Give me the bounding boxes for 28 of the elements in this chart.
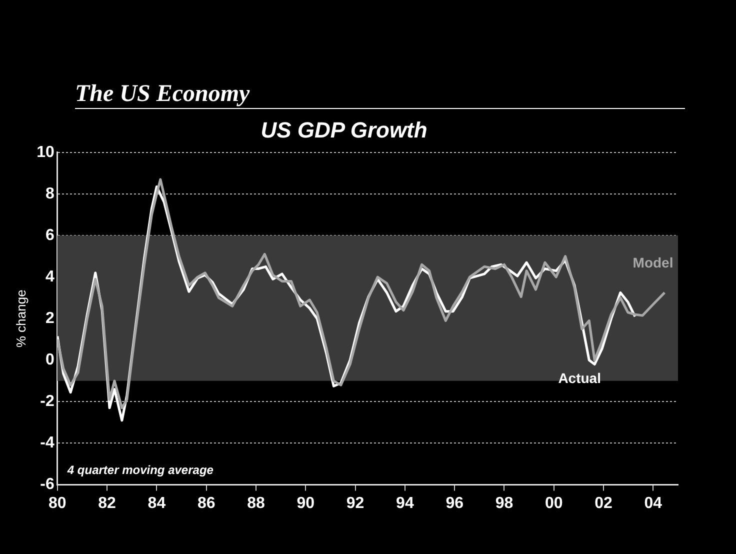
series-label: Model <box>632 254 674 270</box>
y-tick-label: -6 <box>40 476 54 494</box>
x-tick-label: 02 <box>594 494 613 512</box>
x-tick-label: 00 <box>544 494 563 512</box>
x-tick-label: 88 <box>247 494 265 512</box>
x-tick-label: 84 <box>148 494 166 512</box>
x-tick-label: 92 <box>346 494 364 512</box>
y-tick-label: 6 <box>45 226 54 244</box>
series-label: Actual <box>558 370 601 386</box>
chart-title: US GDP Growth <box>260 117 428 142</box>
x-tick-label: 04 <box>644 494 662 512</box>
chart-subtitle: The US Economy <box>75 81 250 107</box>
annotation: 4 quarter moving average <box>66 463 214 478</box>
x-tick-label: 80 <box>48 494 66 512</box>
y-tick-label: -2 <box>40 393 54 410</box>
x-tick-label: 98 <box>495 494 514 512</box>
y-tick-label: -4 <box>40 434 54 452</box>
x-tick-label: 86 <box>197 494 216 512</box>
y-tick-label: 4 <box>45 268 54 286</box>
x-tick-label: 82 <box>98 494 116 512</box>
y-tick-label: 2 <box>45 310 54 328</box>
x-tick-label: 94 <box>396 494 414 512</box>
y-tick-label: 10 <box>36 144 54 161</box>
x-tick-label: 90 <box>296 494 315 512</box>
y-tick-label: 8 <box>45 185 54 202</box>
y-axis-title: % change <box>13 290 28 348</box>
y-tick-label: 0 <box>45 352 54 369</box>
x-tick-label: 96 <box>446 494 464 512</box>
